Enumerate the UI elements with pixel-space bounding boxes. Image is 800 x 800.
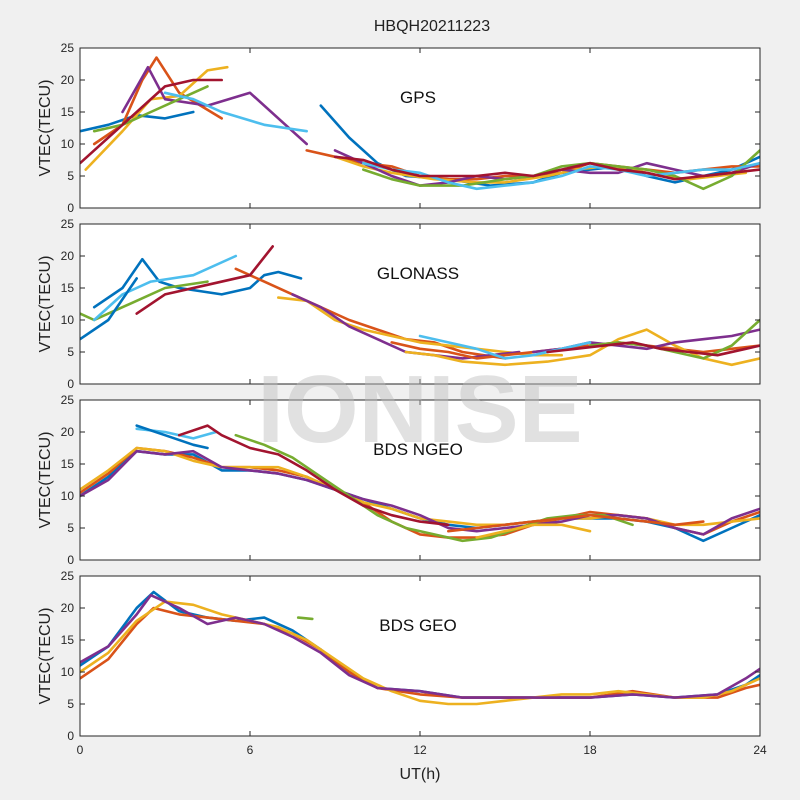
x-tick-label: 6 <box>247 743 254 757</box>
panel-label: GLONASS <box>377 264 459 283</box>
series-line <box>475 523 592 539</box>
axes-background <box>80 48 760 208</box>
x-axis-label: UT(h) <box>400 766 441 783</box>
panels: 0 5 10 15 20 25 VTEC(TECU) GPS 0 5 10 15 20 25 VTEC(TE… <box>37 41 767 757</box>
x-tick-label: 12 <box>413 743 427 757</box>
y-tick-label: 10 <box>61 665 75 679</box>
y-axis-label: VTEC(TECU) <box>37 256 54 353</box>
y-tick-label: 0 <box>67 553 74 567</box>
panel-2: 0 5 10 15 20 25 VTEC(TECU) BDS NGEO <box>37 393 761 567</box>
y-tick-label: 5 <box>67 521 74 535</box>
y-tick-label: 20 <box>61 601 75 615</box>
series-line <box>80 78 223 165</box>
y-axis-label: VTEC(TECU) <box>37 432 54 529</box>
y-tick-label: 15 <box>61 281 75 295</box>
y-tick-label: 0 <box>67 201 74 215</box>
panel-1: 0 5 10 15 20 25 VTEC(TECU) GLONASS <box>37 217 761 391</box>
series-line <box>418 334 592 360</box>
series-line <box>92 257 303 309</box>
series-line <box>92 254 238 322</box>
series-group <box>80 56 760 191</box>
series-line <box>234 433 634 543</box>
series-line <box>234 267 507 360</box>
y-tick-label: 25 <box>61 393 75 407</box>
series-line <box>135 245 274 315</box>
panel-0: 0 5 10 15 20 25 VTEC(TECU) GPS <box>37 41 761 215</box>
y-tick-label: 20 <box>61 249 75 263</box>
y-tick-label: 0 <box>67 729 74 743</box>
y-axis-label: VTEC(TECU) <box>37 80 54 177</box>
series-group <box>80 245 760 367</box>
series-line <box>92 85 209 133</box>
y-tick-label: 15 <box>61 457 75 471</box>
y-tick-label: 20 <box>61 425 75 439</box>
figure-title: HBQH20211223 <box>374 18 490 35</box>
series-line <box>447 513 705 533</box>
series-line <box>546 341 760 357</box>
series-line <box>333 155 760 181</box>
axes-background <box>80 576 760 736</box>
panel-label: BDS GEO <box>379 616 456 635</box>
y-tick-label: 20 <box>61 73 75 87</box>
y-tick-label: 10 <box>61 137 75 151</box>
x-tick-label: 18 <box>583 743 597 757</box>
y-tick-label: 5 <box>67 169 74 183</box>
y-tick-label: 15 <box>61 105 75 119</box>
series-line <box>404 328 760 367</box>
series-line <box>80 280 209 322</box>
series-group <box>80 424 760 543</box>
series-group <box>80 590 760 706</box>
panel-label: BDS NGEO <box>373 440 463 459</box>
x-tick-label: 0 <box>77 743 84 757</box>
y-tick-label: 25 <box>61 41 75 55</box>
y-tick-label: 5 <box>67 345 74 359</box>
y-axis-label: VTEC(TECU) <box>37 608 54 705</box>
y-tick-label: 5 <box>67 697 74 711</box>
series-line <box>390 341 760 360</box>
y-tick-label: 25 <box>61 569 75 583</box>
series-line <box>80 593 760 699</box>
y-tick-label: 0 <box>67 377 74 391</box>
y-tick-label: 15 <box>61 633 75 647</box>
series-line <box>588 318 760 360</box>
panel-label: GPS <box>400 88 436 107</box>
x-tick-label: 24 <box>753 743 767 757</box>
series-line <box>135 424 209 450</box>
series-line <box>177 424 450 527</box>
axes-background <box>80 224 760 384</box>
series-line <box>163 91 308 133</box>
y-tick-label: 10 <box>61 489 75 503</box>
watermark: IONISE <box>257 356 582 463</box>
panel-3: 0 5 10 15 20 25 0 6 12 18 24 VTEC(TECU) BDS GEO <box>37 569 767 757</box>
y-tick-label: 25 <box>61 217 75 231</box>
series-line <box>362 149 760 191</box>
series-line <box>296 616 314 621</box>
y-tick-label: 10 <box>61 313 75 327</box>
series-line <box>80 277 138 341</box>
series-line <box>80 449 760 536</box>
